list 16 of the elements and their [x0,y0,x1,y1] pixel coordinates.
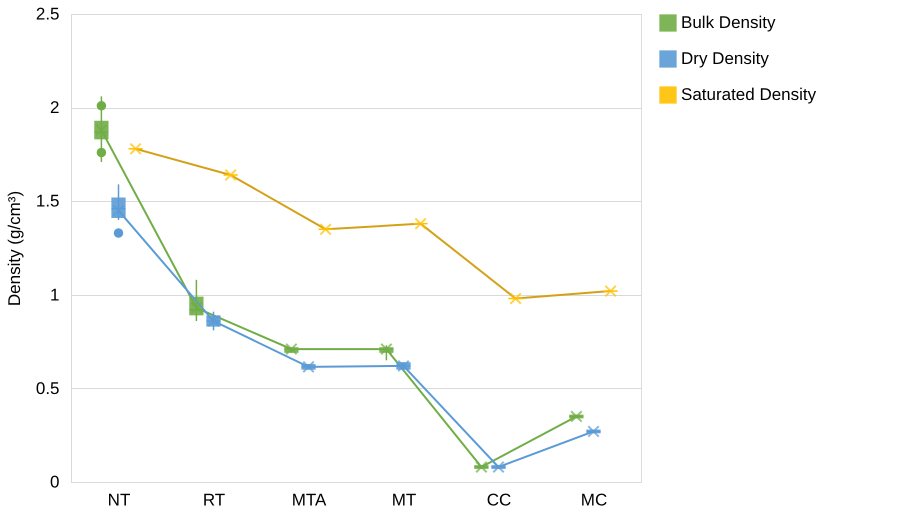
x-tick-label: CC [486,490,512,510]
y-tick-label: 1 [50,285,60,304]
y-tick-label: 2 [50,98,60,118]
x-tick-label: MC [580,490,608,510]
y-tick-label: 0 [50,472,60,492]
y-tick-label: 1.5 [36,192,60,211]
y-tick-label: 2.5 [36,4,60,24]
y-axis-title: Density (g/cm³) [4,190,24,306]
legend-label: Dry Density [681,49,770,68]
y-tick-label: 0.5 [36,378,60,398]
legend-label: Saturated Density [681,85,817,104]
legend-label: Bulk Density [681,13,776,32]
x-tick-label: NT [108,490,130,510]
x-tick-label: MT [392,490,416,510]
x-tick-label: MTA [292,490,327,510]
x-tick-label: RT [202,490,226,510]
